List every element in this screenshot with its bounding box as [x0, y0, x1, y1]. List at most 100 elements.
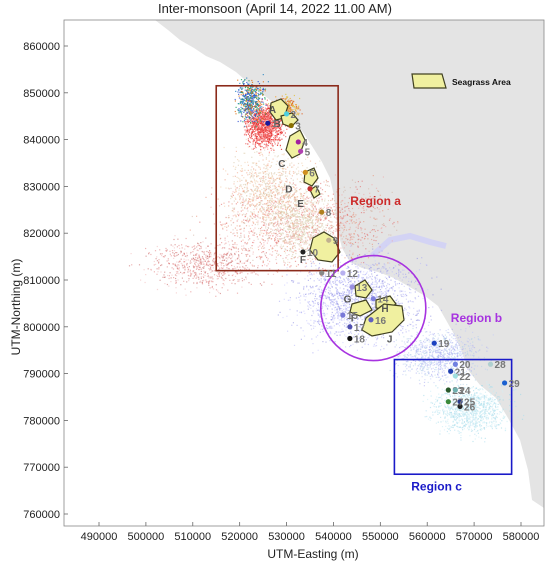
particle — [333, 206, 335, 208]
particle — [307, 156, 309, 158]
particle — [275, 179, 277, 181]
particle — [289, 181, 291, 183]
particle — [242, 245, 245, 247]
particle — [278, 122, 280, 124]
particle — [262, 171, 264, 173]
particle — [305, 249, 307, 251]
particle — [270, 219, 272, 221]
particle — [240, 91, 243, 93]
particle — [271, 134, 273, 137]
particle — [195, 273, 197, 275]
particle — [164, 271, 166, 273]
particle — [340, 216, 342, 218]
particle — [267, 107, 269, 109]
particle — [232, 207, 234, 209]
particle — [290, 177, 292, 180]
particle — [262, 245, 264, 247]
particle — [247, 236, 250, 238]
particle — [194, 247, 196, 249]
particle — [195, 264, 197, 266]
particle — [264, 196, 266, 198]
particle — [259, 140, 261, 142]
particle — [288, 238, 290, 240]
particle — [263, 134, 266, 136]
particle — [324, 200, 326, 202]
particle — [315, 216, 317, 218]
particle — [279, 182, 281, 184]
particle — [247, 169, 249, 171]
particle — [376, 207, 378, 209]
particle — [202, 280, 204, 282]
particle — [184, 255, 186, 257]
particle — [206, 262, 208, 264]
particle — [176, 265, 178, 267]
particle — [253, 111, 255, 114]
particle — [196, 215, 198, 217]
particle — [285, 168, 287, 170]
particle — [265, 184, 267, 186]
particle — [200, 260, 202, 262]
particle — [243, 98, 245, 101]
particle — [266, 104, 268, 106]
particle — [247, 99, 249, 102]
particle — [238, 189, 240, 191]
particle — [276, 250, 278, 252]
particle — [300, 214, 303, 216]
particle — [262, 216, 264, 219]
particle — [261, 98, 263, 100]
particle — [275, 221, 277, 223]
particle — [240, 228, 242, 230]
particle — [244, 125, 246, 127]
particle — [251, 135, 253, 137]
particle — [293, 184, 295, 186]
particle — [200, 276, 202, 278]
particle — [234, 253, 236, 256]
particle — [295, 252, 297, 255]
particle — [257, 187, 260, 189]
particle — [206, 255, 208, 257]
particle — [276, 197, 278, 199]
particle — [271, 125, 273, 127]
particle — [273, 173, 275, 175]
particle — [255, 115, 257, 117]
particle — [306, 214, 308, 216]
particle — [309, 234, 311, 236]
particle — [260, 200, 262, 202]
particle — [281, 192, 283, 194]
particle — [272, 124, 274, 126]
particle — [259, 135, 261, 137]
particle — [277, 125, 279, 127]
particle — [257, 95, 259, 97]
particle — [278, 186, 280, 188]
particle — [274, 135, 276, 137]
particle — [279, 177, 281, 179]
particle — [258, 204, 260, 206]
particle — [227, 257, 229, 259]
particle — [309, 236, 311, 238]
particle — [292, 214, 295, 216]
particle — [300, 204, 302, 206]
particle — [259, 180, 262, 182]
particle — [289, 193, 291, 195]
particle — [250, 122, 252, 124]
particle — [267, 163, 269, 165]
particle — [344, 202, 346, 205]
particle — [285, 215, 287, 217]
particle — [259, 133, 261, 135]
particle — [306, 232, 308, 234]
particle — [277, 229, 279, 231]
particle — [376, 264, 378, 266]
particle — [251, 127, 253, 129]
particle — [236, 213, 239, 215]
particle — [243, 110, 246, 112]
particle — [214, 260, 216, 262]
particle — [352, 200, 354, 202]
particle — [275, 123, 277, 125]
particle — [245, 225, 248, 227]
particle — [262, 261, 264, 264]
particle — [275, 163, 277, 165]
particle — [196, 267, 198, 269]
particle — [277, 205, 279, 207]
particle — [242, 249, 244, 251]
particle — [294, 212, 296, 214]
